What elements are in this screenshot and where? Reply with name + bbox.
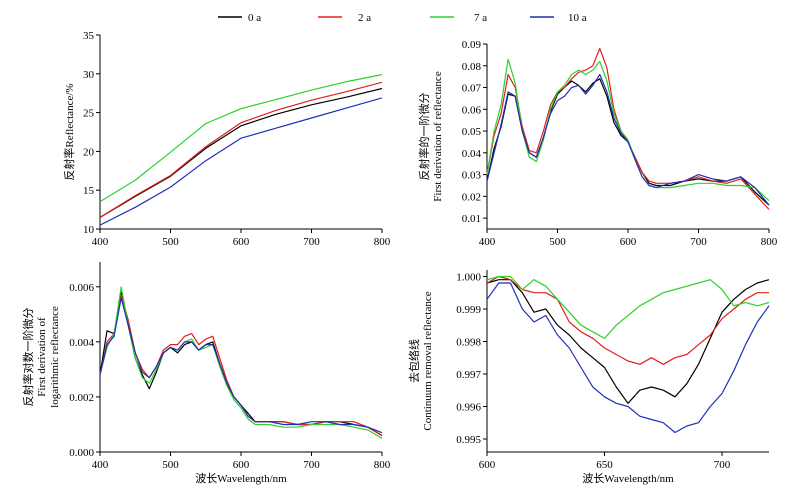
x-axis-label: 波长Wavelength/nm [582, 472, 674, 485]
y-tick-label: 0.09 [462, 39, 482, 51]
y-tick-label: 20 [83, 146, 95, 158]
axes-frame [486, 44, 769, 230]
x-tick-label: 500 [162, 236, 179, 248]
y-axis-label: First derivation of reflectance [432, 71, 444, 202]
axes-frame [99, 35, 382, 230]
series-line-10a [486, 282, 770, 434]
y-tick-label: 0.01 [462, 213, 481, 225]
series-line-2a [486, 47, 770, 210]
series-line-10a [99, 297, 383, 434]
y-axis-label: 反射率对数一阶微分 [21, 308, 35, 407]
series-line-10a [99, 97, 383, 226]
series-line-7a [486, 275, 770, 339]
series-line-2a [99, 81, 383, 218]
legend-label: 2 a [358, 12, 371, 24]
y-axis-label: First derivation of [36, 317, 48, 397]
y-tick-label: 1.000 [456, 272, 481, 284]
series-line-2a [486, 275, 769, 365]
x-tick-label: 400 [479, 236, 496, 248]
axes-frame [99, 262, 382, 453]
y-axis-label: logarithmic reflectance [49, 306, 61, 408]
x-axis-label: 波长Wavelength/nm [195, 472, 287, 485]
series-line-7a [486, 58, 770, 202]
x-tick-label: 600 [233, 459, 250, 471]
x-tick-label: 700 [303, 236, 320, 248]
x-tick-label: 600 [233, 236, 250, 248]
series-line-0a [486, 279, 770, 404]
y-axis-label: Continuum removal reflectance [422, 291, 434, 430]
y-tick-label: 10 [83, 224, 95, 236]
legend: 0 a 2 a 7 a 10 a [218, 12, 587, 24]
legend-label: 10 a [568, 12, 587, 24]
series-line-7a [99, 286, 383, 439]
x-tick-label: 600 [620, 236, 637, 248]
x-tick-label: 700 [714, 459, 731, 471]
y-tick-label: 0.002 [69, 392, 94, 404]
panel-log-first-derivative: 400 500 600 700 800 0.000 0.002 0.004 0.006 反射率对数… [21, 262, 391, 485]
y-tick-label: 0.03 [462, 170, 482, 182]
panel-first-derivative: 400 500 600 700 800 0.01 0.02 0.03 0.04 0.05 0.06 0… [417, 39, 778, 248]
x-tick-label: 500 [162, 459, 179, 471]
series-line-10a [486, 73, 770, 206]
y-axis-label: 反射率Reflectance/% [62, 83, 76, 180]
y-tick-label: 0.996 [456, 402, 481, 414]
y-axis-label: 去包络线 [407, 339, 421, 383]
y-tick-label: 0.000 [69, 447, 94, 459]
legend-label: 7 a [474, 12, 487, 24]
y-tick-label: 25 [83, 108, 95, 120]
y-tick-label: 0.998 [456, 337, 481, 349]
y-tick-label: 0.995 [456, 434, 481, 446]
x-tick-label: 650 [596, 459, 613, 471]
x-tick-label: 700 [303, 459, 320, 471]
y-tick-label: 0.04 [462, 148, 482, 160]
y-tick-label: 15 [83, 185, 95, 197]
y-tick-label: 0.006 [69, 282, 94, 294]
y-tick-label: 0.06 [462, 104, 482, 116]
x-tick-label: 500 [549, 236, 566, 248]
y-tick-label: 30 [83, 69, 95, 81]
y-tick-label: 0.999 [456, 304, 481, 316]
panel-continuum-removal: 600 650 700 0.995 0.996 0.997 0.998 0.999 1.000 去… [407, 270, 770, 485]
x-tick-label: 700 [690, 236, 707, 248]
y-tick-label: 0.02 [462, 191, 481, 203]
x-tick-label: 400 [92, 236, 109, 248]
x-tick-label: 400 [92, 459, 109, 471]
y-tick-label: 0.997 [456, 369, 481, 381]
y-tick-label: 0.004 [69, 337, 94, 349]
series-line-7a [99, 74, 383, 203]
y-tick-label: 0.07 [462, 83, 482, 95]
y-tick-label: 0.05 [462, 126, 482, 138]
x-tick-label: 800 [374, 236, 391, 248]
y-axis-label: 反射率的一阶微分 [417, 93, 431, 181]
legend-label: 0 a [248, 12, 261, 24]
series-line-0a [99, 291, 383, 437]
y-tick-label: 35 [83, 30, 95, 42]
x-tick-label: 800 [374, 459, 391, 471]
x-tick-label: 600 [479, 459, 496, 471]
panel-reflectance: 400 500 600 700 800 10 15 20 25 30 35 反射率Reflectanc… [62, 30, 391, 248]
y-tick-label: 0.08 [462, 61, 482, 73]
series-line-0a [99, 87, 383, 218]
x-tick-label: 800 [761, 236, 778, 248]
series-line-2a [99, 294, 383, 437]
